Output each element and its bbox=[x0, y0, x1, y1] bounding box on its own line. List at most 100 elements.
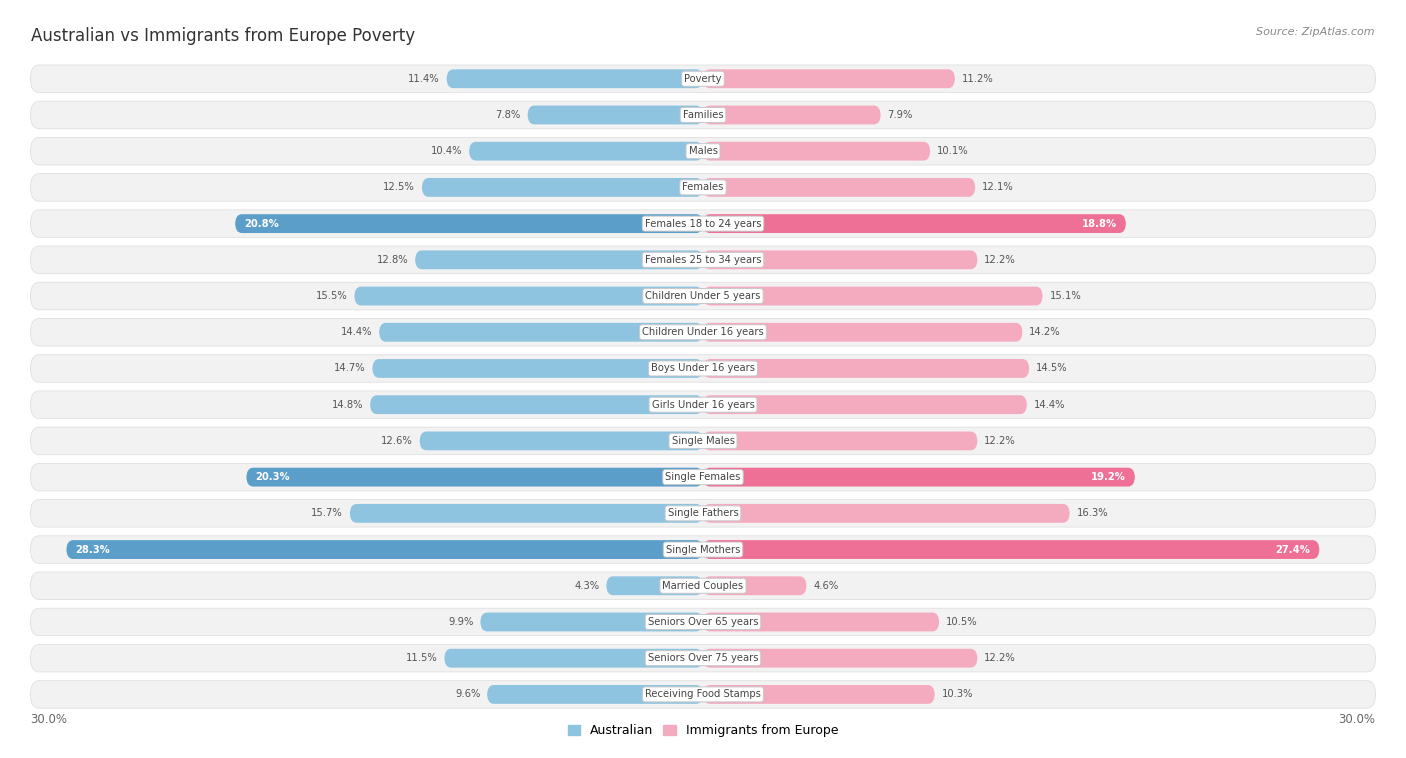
FancyBboxPatch shape bbox=[703, 142, 931, 161]
Text: 7.8%: 7.8% bbox=[495, 110, 520, 120]
FancyBboxPatch shape bbox=[419, 431, 703, 450]
Text: 28.3%: 28.3% bbox=[76, 544, 110, 555]
FancyBboxPatch shape bbox=[481, 612, 703, 631]
Text: Poverty: Poverty bbox=[685, 74, 721, 83]
FancyBboxPatch shape bbox=[447, 69, 703, 88]
Text: 10.1%: 10.1% bbox=[936, 146, 969, 156]
FancyBboxPatch shape bbox=[703, 215, 1126, 233]
FancyBboxPatch shape bbox=[31, 282, 1375, 310]
FancyBboxPatch shape bbox=[31, 536, 1375, 563]
Text: 30.0%: 30.0% bbox=[1339, 713, 1375, 725]
FancyBboxPatch shape bbox=[703, 685, 935, 704]
Text: Single Males: Single Males bbox=[672, 436, 734, 446]
Legend: Australian, Immigrants from Europe: Australian, Immigrants from Europe bbox=[562, 719, 844, 742]
Text: 4.6%: 4.6% bbox=[813, 581, 838, 590]
Text: 27.4%: 27.4% bbox=[1275, 544, 1310, 555]
Text: 11.5%: 11.5% bbox=[406, 653, 437, 663]
FancyBboxPatch shape bbox=[31, 391, 1375, 418]
FancyBboxPatch shape bbox=[31, 428, 1375, 455]
FancyBboxPatch shape bbox=[444, 649, 703, 668]
FancyBboxPatch shape bbox=[470, 142, 703, 161]
FancyBboxPatch shape bbox=[703, 612, 939, 631]
FancyBboxPatch shape bbox=[246, 468, 703, 487]
Text: 7.9%: 7.9% bbox=[887, 110, 912, 120]
FancyBboxPatch shape bbox=[703, 504, 1070, 523]
Text: 20.8%: 20.8% bbox=[245, 218, 278, 229]
Text: Families: Families bbox=[683, 110, 723, 120]
Text: Source: ZipAtlas.com: Source: ZipAtlas.com bbox=[1257, 27, 1375, 36]
Text: 10.5%: 10.5% bbox=[946, 617, 977, 627]
Text: 12.2%: 12.2% bbox=[984, 436, 1017, 446]
FancyBboxPatch shape bbox=[373, 359, 703, 378]
Text: Females 18 to 24 years: Females 18 to 24 years bbox=[645, 218, 761, 229]
Text: 30.0%: 30.0% bbox=[31, 713, 67, 725]
Text: Seniors Over 75 years: Seniors Over 75 years bbox=[648, 653, 758, 663]
FancyBboxPatch shape bbox=[31, 644, 1375, 672]
Text: 9.6%: 9.6% bbox=[456, 690, 481, 700]
FancyBboxPatch shape bbox=[703, 359, 1029, 378]
FancyBboxPatch shape bbox=[31, 246, 1375, 274]
Text: Single Fathers: Single Fathers bbox=[668, 509, 738, 518]
Text: 14.7%: 14.7% bbox=[335, 364, 366, 374]
Text: 12.1%: 12.1% bbox=[981, 183, 1014, 193]
FancyBboxPatch shape bbox=[31, 174, 1375, 201]
Text: Single Mothers: Single Mothers bbox=[666, 544, 740, 555]
Text: 12.6%: 12.6% bbox=[381, 436, 413, 446]
FancyBboxPatch shape bbox=[703, 323, 1022, 342]
Text: Australian vs Immigrants from Europe Poverty: Australian vs Immigrants from Europe Pov… bbox=[31, 27, 415, 45]
Text: 14.2%: 14.2% bbox=[1029, 327, 1060, 337]
FancyBboxPatch shape bbox=[31, 608, 1375, 636]
Text: Married Couples: Married Couples bbox=[662, 581, 744, 590]
Text: 4.3%: 4.3% bbox=[575, 581, 599, 590]
FancyBboxPatch shape bbox=[486, 685, 703, 704]
Text: 14.5%: 14.5% bbox=[1036, 364, 1067, 374]
FancyBboxPatch shape bbox=[527, 105, 703, 124]
FancyBboxPatch shape bbox=[31, 65, 1375, 92]
FancyBboxPatch shape bbox=[703, 540, 1319, 559]
Text: 20.3%: 20.3% bbox=[256, 472, 290, 482]
Text: Single Females: Single Females bbox=[665, 472, 741, 482]
Text: Children Under 5 years: Children Under 5 years bbox=[645, 291, 761, 301]
FancyBboxPatch shape bbox=[703, 649, 977, 668]
Text: 10.4%: 10.4% bbox=[430, 146, 463, 156]
Text: Girls Under 16 years: Girls Under 16 years bbox=[651, 399, 755, 409]
Text: 14.8%: 14.8% bbox=[332, 399, 363, 409]
FancyBboxPatch shape bbox=[703, 178, 976, 197]
FancyBboxPatch shape bbox=[703, 250, 977, 269]
FancyBboxPatch shape bbox=[370, 395, 703, 414]
FancyBboxPatch shape bbox=[703, 468, 1135, 487]
Text: 11.4%: 11.4% bbox=[408, 74, 440, 83]
FancyBboxPatch shape bbox=[703, 105, 880, 124]
Text: Boys Under 16 years: Boys Under 16 years bbox=[651, 364, 755, 374]
FancyBboxPatch shape bbox=[31, 572, 1375, 600]
Text: Receiving Food Stamps: Receiving Food Stamps bbox=[645, 690, 761, 700]
FancyBboxPatch shape bbox=[31, 137, 1375, 165]
FancyBboxPatch shape bbox=[31, 210, 1375, 237]
Text: Children Under 16 years: Children Under 16 years bbox=[643, 327, 763, 337]
Text: 12.2%: 12.2% bbox=[984, 255, 1017, 265]
FancyBboxPatch shape bbox=[703, 69, 955, 88]
FancyBboxPatch shape bbox=[235, 215, 703, 233]
Text: 15.1%: 15.1% bbox=[1049, 291, 1081, 301]
Text: 15.5%: 15.5% bbox=[316, 291, 347, 301]
Text: Females: Females bbox=[682, 183, 724, 193]
FancyBboxPatch shape bbox=[31, 102, 1375, 129]
FancyBboxPatch shape bbox=[66, 540, 703, 559]
FancyBboxPatch shape bbox=[350, 504, 703, 523]
FancyBboxPatch shape bbox=[703, 395, 1026, 414]
Text: 19.2%: 19.2% bbox=[1091, 472, 1126, 482]
FancyBboxPatch shape bbox=[703, 287, 1043, 305]
Text: Seniors Over 65 years: Seniors Over 65 years bbox=[648, 617, 758, 627]
Text: Males: Males bbox=[689, 146, 717, 156]
Text: Females 25 to 34 years: Females 25 to 34 years bbox=[645, 255, 761, 265]
Text: 10.3%: 10.3% bbox=[942, 690, 973, 700]
FancyBboxPatch shape bbox=[380, 323, 703, 342]
FancyBboxPatch shape bbox=[703, 431, 977, 450]
Text: 9.9%: 9.9% bbox=[449, 617, 474, 627]
FancyBboxPatch shape bbox=[31, 500, 1375, 527]
FancyBboxPatch shape bbox=[31, 463, 1375, 491]
FancyBboxPatch shape bbox=[703, 576, 807, 595]
Text: 11.2%: 11.2% bbox=[962, 74, 994, 83]
FancyBboxPatch shape bbox=[31, 318, 1375, 346]
Text: 14.4%: 14.4% bbox=[340, 327, 373, 337]
